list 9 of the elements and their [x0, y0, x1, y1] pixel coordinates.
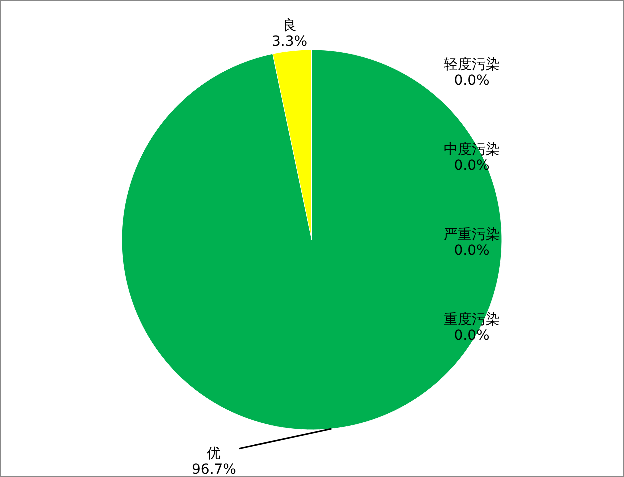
text: 0.0% [454, 243, 490, 259]
category-label: 轻度污染 [444, 57, 500, 73]
slice-label: 优 [207, 446, 222, 462]
data-label: 96.7% [192, 462, 236, 477]
slice-label: 良 [282, 18, 297, 34]
text: 0.0% [454, 73, 490, 89]
data-label: 3.3% [272, 34, 308, 50]
pie-slice [122, 50, 502, 430]
category-label: 严重污染 [444, 227, 500, 243]
